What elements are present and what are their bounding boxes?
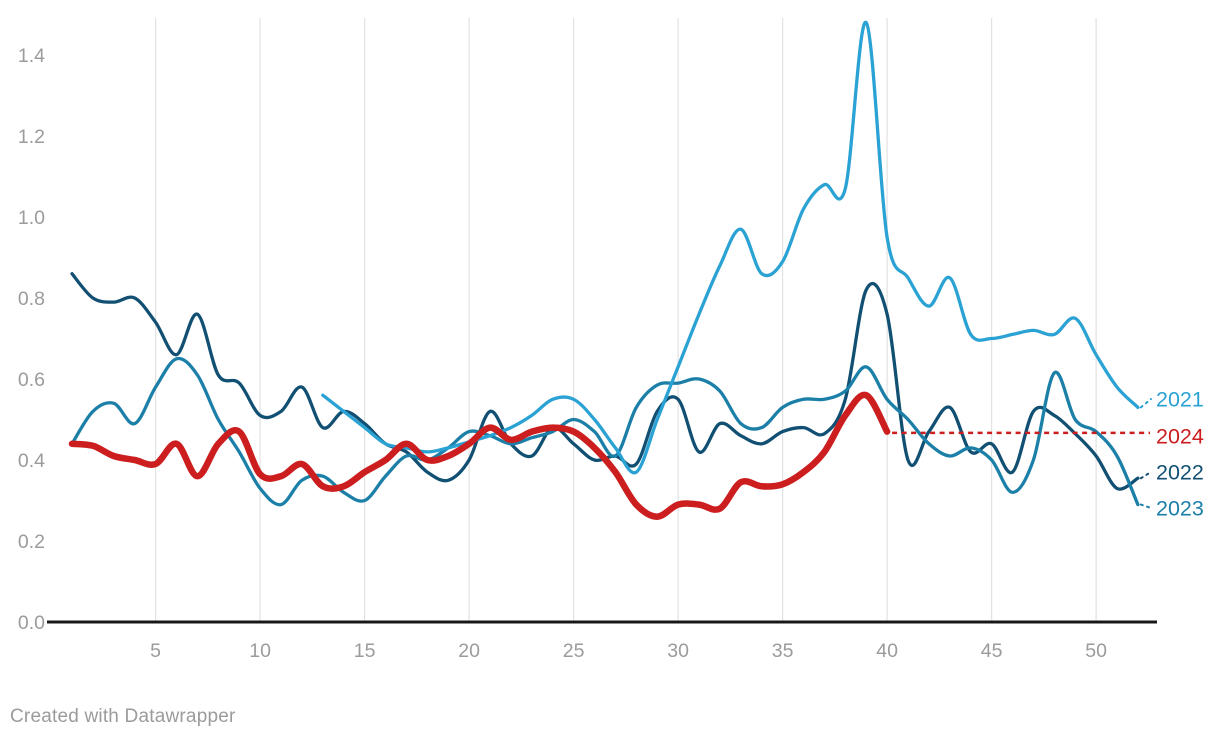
x-tick-label: 45 [981,640,1003,662]
x-tick-label: 35 [772,640,794,662]
y-tick-label: 1.2 [18,126,45,148]
label-connector-2021 [1139,398,1152,409]
credit-line: Created with Datawrapper [10,706,236,728]
y-tick-label: 1.4 [18,45,45,67]
y-tick-label: 0.8 [18,288,45,310]
x-tick-label: 40 [876,640,898,662]
x-tick-label: 30 [667,640,689,662]
x-tick-label: 20 [458,640,480,662]
y-tick-label: 0.2 [18,531,45,553]
x-tick-label: 10 [249,640,271,662]
label-connector-2022 [1139,471,1152,480]
series-label-2024: 2024 [1156,425,1204,449]
y-tick-label: 1.0 [18,207,45,229]
series-line-2023 [70,356,1140,507]
series-label-2021: 2021 [1156,388,1204,412]
series-label-2022: 2022 [1156,461,1204,485]
y-tick-label: 0.4 [18,450,45,472]
x-tick-label: 25 [563,640,585,662]
x-tick-label: 15 [354,640,376,662]
y-tick-label: 0.6 [18,369,45,391]
x-tick-label: 5 [150,640,161,662]
credit-text: Created with Datawrapper [10,706,236,727]
series-line-2024 [68,391,891,520]
x-tick-label: 50 [1085,640,1107,662]
series-label-2023: 2023 [1156,497,1204,521]
label-connector-2023 [1139,503,1152,509]
y-tick-label: 0.0 [18,612,45,634]
